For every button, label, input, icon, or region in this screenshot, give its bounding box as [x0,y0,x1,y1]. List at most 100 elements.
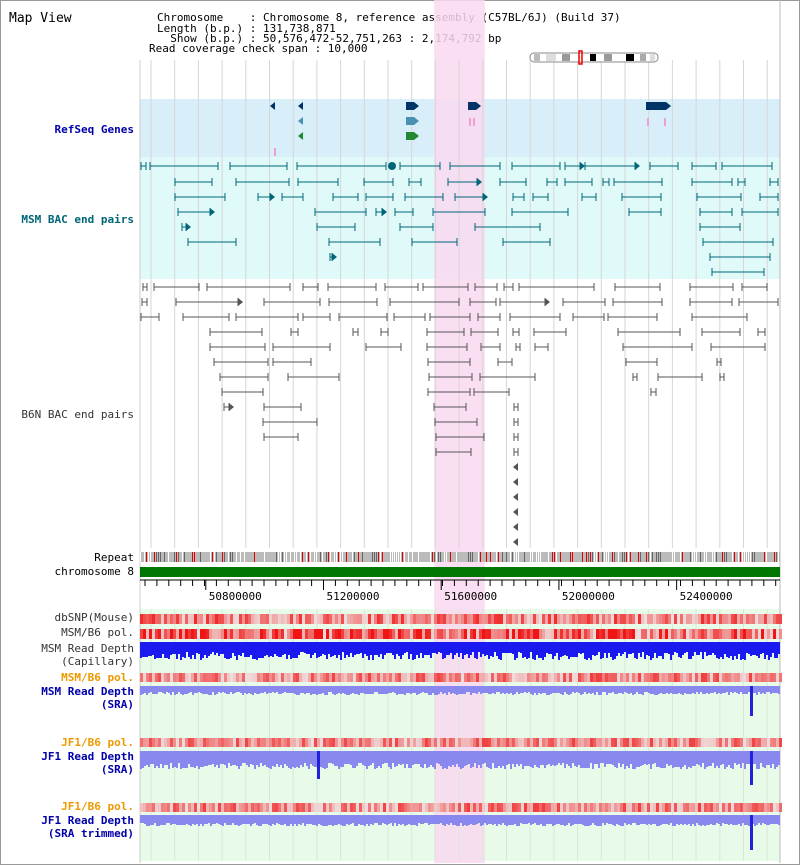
repeat-mark [588,552,589,562]
jf1-depth-sra-bar [734,751,736,763]
jf1-depth-trimmed-bar [728,815,730,825]
msm-depth-sra-bar [216,686,218,694]
msm-b6-pol-heat-cell [281,629,284,639]
msm-depth-sra-bar [418,686,420,694]
repeat-mark [160,552,161,562]
jf1-depth-trimmed-bar [698,815,700,825]
msm-b6-pol-sra-heat-cell [659,673,662,682]
msm-b6-pol-sra-heat-cell [599,673,602,682]
jf1-b6-pol-heat-cell-1 [233,738,236,747]
msm-depth-capillary-bar [300,642,302,652]
jf1-b6-pol-heat-cell-2 [167,803,170,812]
jf1-depth-sra-bar [690,751,692,768]
msm-b6-pol-sra-heat-cell [365,673,368,682]
msm-depth-capillary-bar [726,642,728,657]
msm-depth-capillary-bar [178,642,180,654]
msm-depth-sra-bar [778,686,780,694]
dbsnp-heat-cell [221,614,224,624]
jf1-depth-trimmed-bar [554,815,556,825]
msm-depth-capillary-bar [560,642,562,657]
msm-depth-sra-bar [494,686,496,694]
msm-b6-pol-sra-heat-cell [764,673,767,682]
jf1-depth-sra-bar [648,751,650,764]
msm-b6-pol-heat-cell [734,629,737,639]
jf1-depth-trimmed-bar [584,815,586,826]
msm-depth-sra-bar [586,686,588,694]
jf1-depth-sra-bar [738,751,740,764]
jf1-b6-pol-heat-cell-2 [257,803,260,812]
repeat-mark [320,552,321,562]
jf1-depth-trimmed-bar [488,815,490,824]
jf1-depth-trimmed-bar [508,815,510,825]
jf1-depth-trimmed-bar [400,815,402,825]
jf1-depth-sra-bar [748,751,750,764]
jf1-depth-sra-bar [190,751,192,767]
dbsnp-heat-cell [275,614,278,624]
jf1-b6-pol-heat-cell-1 [473,738,476,747]
jf1-depth-trimmed-bar [288,815,290,826]
jf1-depth-sra-bar [496,751,498,768]
jf1-depth-sra-bar [588,751,590,768]
msm-b6-pol-heat-cell [536,629,539,639]
msm-depth-capillary-bar [706,642,708,656]
msm-depth-capillary-bar [618,642,620,653]
msm-depth-capillary-bar [568,642,570,659]
jf1-b6-pol-heat-cell-1 [254,738,257,747]
jf1-depth-sra-bar [574,751,576,766]
jf1-b6-pol-heat-cell-2 [140,803,143,812]
msm-b6-pol-heat-cell [470,629,473,639]
dbsnp-heat-cell [728,614,731,624]
msm-depth-capillary-bar [172,642,174,654]
jf1-b6-pol-heat-cell-2 [572,803,575,812]
msm-bac-pair-arrow-icon [270,193,275,201]
jf1-b6-pol-heat-cell-2 [392,803,395,812]
repeat-mark [174,552,175,562]
jf1-depth-sra-bar [630,751,632,764]
jf1-depth-trimmed-bar [246,815,248,824]
jf1-b6-pol-heat-cell-1 [566,738,569,747]
jf1-depth-sra-bar [688,751,690,767]
msm-depth-capillary-bar [414,642,416,659]
msm-b6-pol-heat-cell [587,629,590,639]
jf1-b6-pol-heat-cell-2 [713,803,716,812]
jf1-depth-trimmed-bar [386,815,388,825]
jf1-b6-pol-heat-cell-1 [383,738,386,747]
jf1-b6-pol-heat-cell-1 [164,738,167,747]
ideogram-band [650,54,655,61]
msm-depth-capillary-bar [262,642,264,658]
repeat-mark [164,552,165,562]
msm-b6-pol-sra-heat-cell [692,673,695,682]
msm-b6-pol-sra-heat-cell [482,673,485,682]
dbsnp-heat-cell [773,614,776,624]
jf1-depth-trimmed-bar [472,815,474,825]
jf1-b6-pol-heat-cell-1 [653,738,656,747]
jf1-depth-sra-bar [244,751,246,763]
jf1-depth-sra-bar [594,751,596,764]
msm-depth-capillary-bar [736,642,738,659]
msm-depth-sra-bar [680,686,682,694]
msm-depth-sra-bar [584,686,586,692]
msm-b6-pol-heat-cell [494,629,497,639]
msm-b6-pol-sra-heat-cell [383,673,386,682]
msm-b6-pol-sra-heat-cell [449,673,452,682]
msm-b6-pol-heat-cell [275,629,278,639]
jf1-depth-sra-bar [576,751,578,767]
msm-b6-pol-sra-heat-cell [479,673,482,682]
repeat-mark [314,552,315,562]
jf1-b6-pol-heat-cell-1 [674,738,677,747]
msm-depth-sra-bar [464,686,466,694]
jf1-b6-pol-heat-cell-2 [512,803,515,812]
repeat-mark [222,552,223,562]
jf1-b6-pol-heat-cell-2 [539,803,542,812]
msm-depth-capillary-bar [744,642,746,660]
msm-depth-sra-bar [186,686,188,694]
jf1-depth-trimmed-bar [248,815,250,824]
jf1-b6-pol-heat-cell-1 [488,738,491,747]
repeat-mark [622,552,623,562]
dbsnp-heat-cell [233,614,236,624]
msm-depth-sra-bar [202,686,204,694]
msm-b6-pol-sra-heat-cell [488,673,491,682]
repeat-mark [306,552,307,562]
repeat-mark [706,552,707,562]
